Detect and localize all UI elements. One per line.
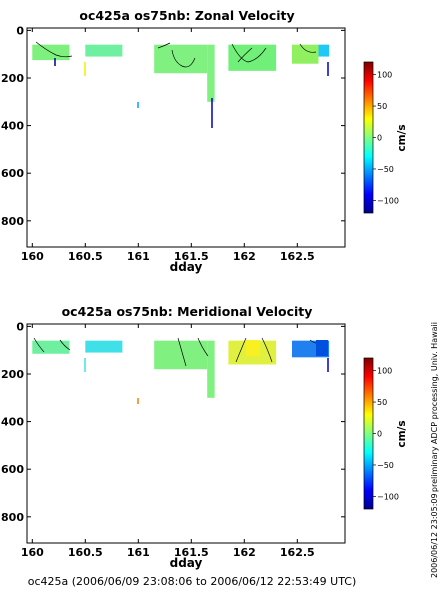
zonal-segment-1	[85, 44, 123, 57]
meridional-segment-1	[85, 340, 123, 353]
meridional-velocity-panel: oc425a os75nb: Meridional Velocity 0 200 4…	[1, 304, 408, 559]
meridional-y-tick-label: 600	[1, 463, 24, 476]
zonal-colorbar-tick-label: −50	[377, 165, 394, 174]
processing-note: preliminary ADCP processing, Univ. Hawai…	[430, 322, 439, 492]
meridional-y-tick-label: 400	[1, 416, 24, 429]
zonal-y-tick-label: 400	[1, 120, 24, 133]
zonal-contour-line	[171, 49, 196, 68]
zonal-segment-2	[154, 44, 208, 74]
meridional-colorbar-tick-label: 100	[377, 367, 392, 376]
zonal-x-axis: 160 160.5 161 161.5 162 162.5	[21, 28, 315, 263]
zonal-colorbar: 100 50 0 −50 −100	[363, 61, 399, 214]
zonal-x-tick-label: 162	[233, 250, 256, 263]
zonal-colorbar-tick-label: −100	[377, 196, 399, 205]
zonal-contour-line	[157, 42, 171, 49]
meridional-contour-line	[261, 337, 273, 363]
meridional-segment-3	[207, 340, 215, 398]
zonal-contour-line	[35, 41, 73, 58]
meridional-segment-0	[32, 340, 70, 354]
zonal-y-tick-label: 0	[16, 24, 24, 37]
meridional-contours	[33, 337, 327, 367]
processing-timestamp: 2006/06/12 23:05:09	[430, 493, 439, 578]
zonal-colorbar-tick-label: 0	[377, 134, 382, 143]
zonal-velocity-title: oc425a os75nb: Zonal Velocity	[79, 8, 294, 23]
zonal-segment-3	[207, 44, 215, 102]
zonal-data-segments	[32, 44, 330, 102]
zonal-colorbar-gradient	[363, 61, 374, 214]
meridional-x-tick-label: 162	[233, 546, 256, 559]
meridional-contour-line	[177, 337, 187, 367]
meridional-colorbar-gradient	[363, 357, 374, 510]
zonal-y-axis: 0 200 400 600 800	[1, 24, 345, 228]
meridional-y-tick-label: 800	[1, 511, 24, 524]
zonal-segment-5	[292, 44, 319, 64]
meridional-x-tick-label: 160.5	[68, 546, 103, 559]
zonal-contours	[35, 41, 317, 68]
meridional-segment-2	[154, 340, 208, 370]
meridional-y-axis: 0 200 400 600 800	[1, 320, 345, 524]
meridional-y-tick-label: 0	[16, 320, 24, 333]
zonal-x-tick-label: 161	[127, 250, 150, 263]
zonal-y-tick-label: 200	[1, 72, 24, 85]
meridional-colorbar-tick-label: −100	[377, 492, 399, 501]
meridional-contour-line	[33, 337, 45, 353]
zonal-y-tick-label: 600	[1, 167, 24, 180]
meridional-x-axis-label: dday	[170, 556, 203, 570]
zonal-x-tick-label: 160.5	[68, 250, 103, 263]
zonal-y-tick-label: 800	[1, 215, 24, 228]
meridional-y-tick-label: 200	[1, 368, 24, 381]
meridional-x-tick-label: 161.5	[174, 546, 209, 559]
meridional-colorbar-tick-label: 50	[377, 398, 387, 407]
meridional-x-tick-label: 161	[127, 546, 150, 559]
zonal-segment-6	[318, 44, 330, 57]
zonal-colorbar-label: cm/s	[396, 124, 408, 151]
zonal-contour-line	[231, 43, 267, 63]
meridional-x-tick-label: 162.5	[280, 546, 315, 559]
meridional-colorbar-tick-label: −50	[377, 461, 394, 470]
meridional-contour-line	[59, 339, 71, 351]
meridional-blue-band	[316, 340, 328, 356]
meridional-colorbar: 100 50 0 −50 −100	[363, 357, 399, 510]
meridional-outliers	[84, 358, 329, 404]
meridional-yellow-band	[246, 340, 260, 356]
zonal-x-tick-label: 162.5	[280, 250, 315, 263]
zonal-x-tick-label: 161.5	[174, 250, 209, 263]
footer-time-range: oc425a (2006/06/09 23:08:06 to 2006/06/1…	[28, 575, 357, 588]
zonal-x-tick-label: 160	[21, 250, 44, 263]
zonal-colorbar-tick-label: 100	[377, 71, 392, 80]
zonal-velocity-panel: oc425a os75nb: Zonal Velocity 0 200 400 600…	[1, 8, 408, 274]
meridional-velocity-title: oc425a os75nb: Meridional Velocity	[62, 304, 313, 319]
meridional-x-axis: 160 160.5 161 161.5 162 162.5	[21, 324, 315, 559]
zonal-colorbar-tick-label: 50	[377, 102, 387, 111]
zonal-outliers	[54, 58, 329, 128]
meridional-colorbar-label: cm/s	[396, 420, 408, 447]
meridional-contour-line	[197, 337, 209, 357]
zonal-x-axis-label: dday	[170, 260, 203, 274]
meridional-x-tick-label: 160	[21, 546, 44, 559]
meridional-highlights	[246, 340, 328, 356]
zonal-contour-line	[299, 43, 317, 53]
zonal-segment-4	[228, 44, 277, 71]
meridional-contour-line	[235, 337, 247, 363]
meridional-colorbar-tick-label: 0	[377, 430, 382, 439]
zonal-contour-line	[237, 47, 253, 63]
